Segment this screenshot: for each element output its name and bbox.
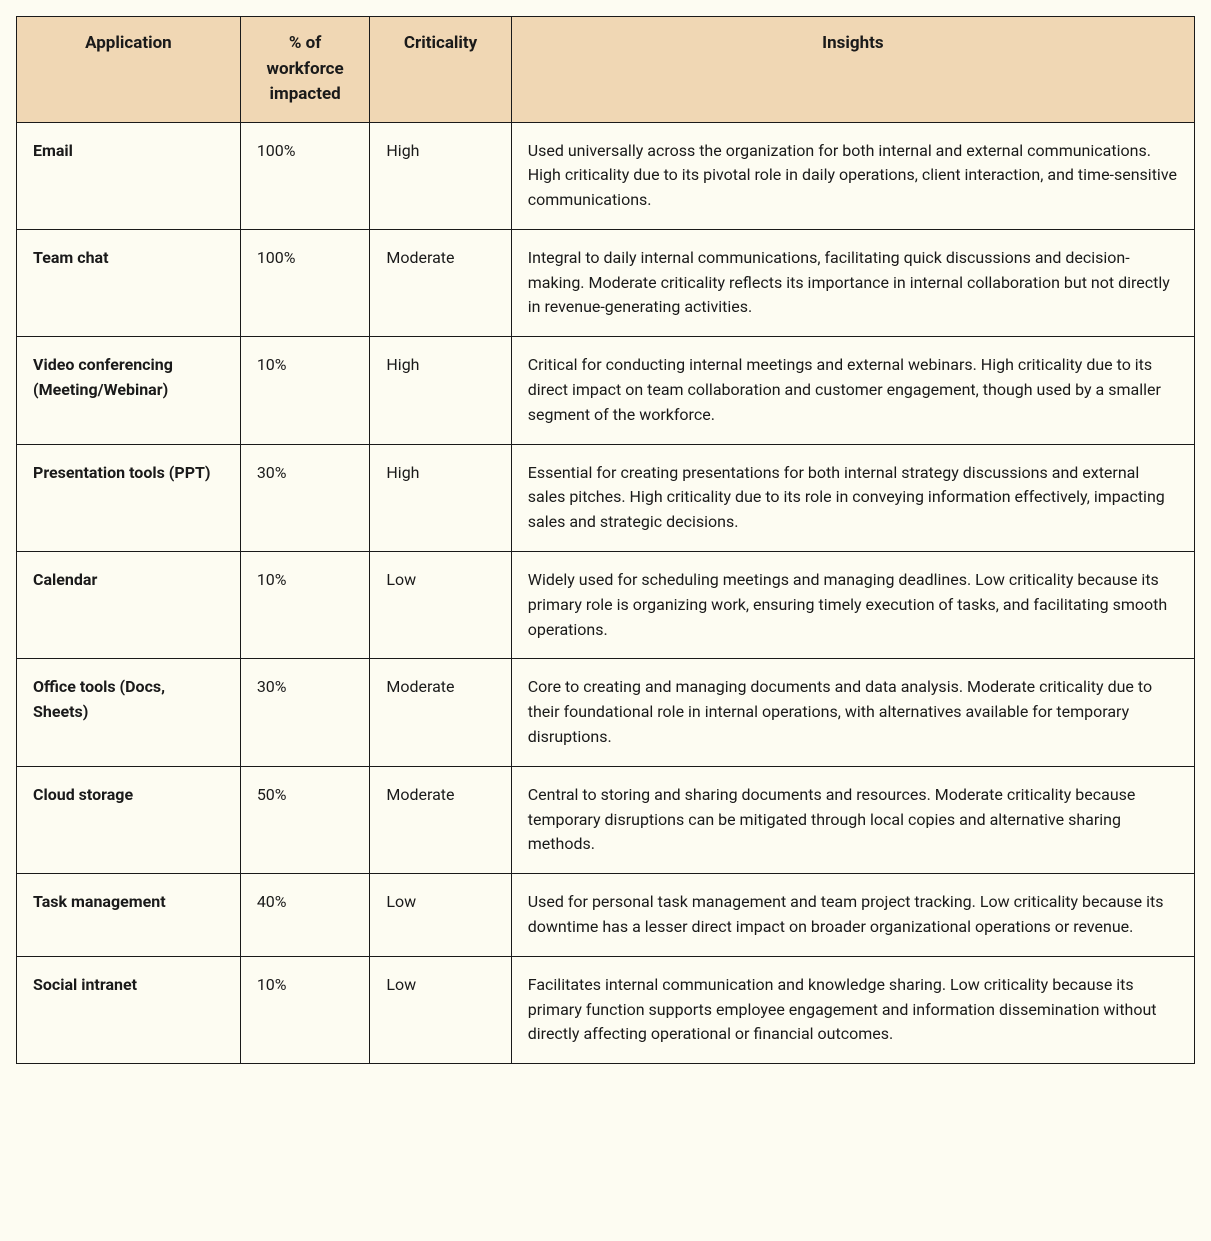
table-row: Calendar 10% Low Widely used for schedul… bbox=[17, 552, 1195, 659]
table-row: Presentation tools (PPT) 30% High Essent… bbox=[17, 444, 1195, 551]
cell-pct: 10% bbox=[240, 956, 370, 1063]
cell-insights: Used for personal task management and te… bbox=[511, 874, 1194, 957]
table-row: Task management 40% Low Used for persona… bbox=[17, 874, 1195, 957]
table-row: Email 100% High Used universally across … bbox=[17, 122, 1195, 229]
cell-insights: Core to creating and managing documents … bbox=[511, 659, 1194, 766]
cell-pct: 10% bbox=[240, 337, 370, 444]
cell-application: Task management bbox=[17, 874, 241, 957]
cell-application: Presentation tools (PPT) bbox=[17, 444, 241, 551]
cell-application: Office tools (Docs, Sheets) bbox=[17, 659, 241, 766]
header-pct: % of workforce impacted bbox=[240, 17, 370, 123]
table-row: Team chat 100% Moderate Integral to dail… bbox=[17, 229, 1195, 336]
header-row: Application % of workforce impacted Crit… bbox=[17, 17, 1195, 123]
cell-insights: Critical for conducting internal meeting… bbox=[511, 337, 1194, 444]
cell-insights: Widely used for scheduling meetings and … bbox=[511, 552, 1194, 659]
cell-pct: 100% bbox=[240, 122, 370, 229]
cell-application: Email bbox=[17, 122, 241, 229]
cell-pct: 100% bbox=[240, 229, 370, 336]
cell-application: Video conferencing (Meeting/Webinar) bbox=[17, 337, 241, 444]
cell-criticality: High bbox=[370, 337, 511, 444]
cell-criticality: Moderate bbox=[370, 229, 511, 336]
cell-insights: Facilitates internal communication and k… bbox=[511, 956, 1194, 1063]
cell-insights: Used universally across the organization… bbox=[511, 122, 1194, 229]
cell-criticality: Low bbox=[370, 874, 511, 957]
cell-criticality: Low bbox=[370, 956, 511, 1063]
table-row: Cloud storage 50% Moderate Central to st… bbox=[17, 766, 1195, 873]
cell-pct: 10% bbox=[240, 552, 370, 659]
cell-pct: 30% bbox=[240, 659, 370, 766]
cell-application: Cloud storage bbox=[17, 766, 241, 873]
cell-pct: 30% bbox=[240, 444, 370, 551]
table-header: Application % of workforce impacted Crit… bbox=[17, 17, 1195, 123]
cell-insights: Essential for creating presentations for… bbox=[511, 444, 1194, 551]
cell-criticality: High bbox=[370, 122, 511, 229]
table-row: Social intranet 10% Low Facilitates inte… bbox=[17, 956, 1195, 1063]
cell-insights: Integral to daily internal communication… bbox=[511, 229, 1194, 336]
table-row: Video conferencing (Meeting/Webinar) 10%… bbox=[17, 337, 1195, 444]
cell-criticality: High bbox=[370, 444, 511, 551]
applications-table: Application % of workforce impacted Crit… bbox=[16, 16, 1195, 1064]
cell-application: Team chat bbox=[17, 229, 241, 336]
table-row: Office tools (Docs, Sheets) 30% Moderate… bbox=[17, 659, 1195, 766]
table-body: Email 100% High Used universally across … bbox=[17, 122, 1195, 1064]
cell-insights: Central to storing and sharing documents… bbox=[511, 766, 1194, 873]
header-criticality: Criticality bbox=[370, 17, 511, 123]
cell-criticality: Moderate bbox=[370, 659, 511, 766]
cell-criticality: Moderate bbox=[370, 766, 511, 873]
header-insights: Insights bbox=[511, 17, 1194, 123]
cell-application: Social intranet bbox=[17, 956, 241, 1063]
cell-pct: 50% bbox=[240, 766, 370, 873]
cell-pct: 40% bbox=[240, 874, 370, 957]
header-application: Application bbox=[17, 17, 241, 123]
cell-application: Calendar bbox=[17, 552, 241, 659]
cell-criticality: Low bbox=[370, 552, 511, 659]
